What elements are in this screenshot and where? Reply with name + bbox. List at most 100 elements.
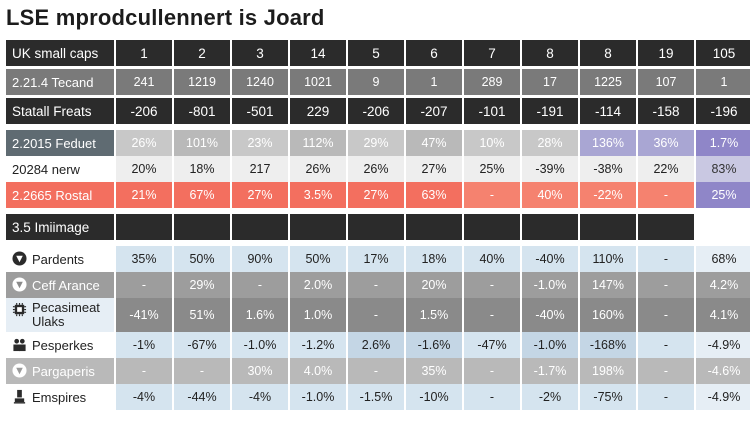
table-row: Statall Freats -206 -801 -501 229 -206 -… <box>6 98 750 124</box>
col-header[interactable]: 5 <box>348 40 404 66</box>
table-cell: 29% <box>174 272 230 298</box>
table-cell: -1.6% <box>406 332 462 358</box>
table-cell: -38% <box>580 156 636 182</box>
table-cell: -1.7% <box>522 358 578 384</box>
table-row: Pesperkes -1% -67% -1.0% -1.2% 2.6% -1.6… <box>6 332 750 358</box>
table-cell: - <box>174 358 230 384</box>
table-cell: - <box>464 358 520 384</box>
col-header[interactable]: 2 <box>174 40 230 66</box>
table-cell: 83% <box>696 156 750 182</box>
table-cell: -4.9% <box>696 332 750 358</box>
row-label: Pardents <box>6 246 114 272</box>
table-cell: 21% <box>116 182 172 208</box>
table-cell: - <box>638 358 694 384</box>
table-cell: 63% <box>406 182 462 208</box>
row-label: 2.21.4 Tecand <box>6 69 114 95</box>
shield-icon <box>12 251 27 266</box>
table-cell: -4.6% <box>696 358 750 384</box>
table-cell: 107 <box>638 69 694 95</box>
table-cell: 289 <box>464 69 520 95</box>
table-cell: - <box>464 298 520 332</box>
row-label-text: Pecasimeat <box>32 300 100 315</box>
table-cell: -22% <box>580 182 636 208</box>
table-cell: 20% <box>116 156 172 182</box>
row-label: Pecasimeat Ulaks <box>6 298 114 332</box>
table-cell: -206 <box>116 98 172 124</box>
table-cell: -47% <box>464 332 520 358</box>
table-cell: -41% <box>116 298 172 332</box>
table-cell: 9 <box>348 69 404 95</box>
table-cell: 28% <box>522 130 578 156</box>
table-row: 20284 nerw 20% 18% 217 26% 26% 27% 25% -… <box>6 156 750 182</box>
table-cell: 22% <box>638 156 694 182</box>
table-cell: -1.0% <box>232 332 288 358</box>
table-cell: 26% <box>348 156 404 182</box>
table-cell: 20% <box>406 272 462 298</box>
row-label: Emspires <box>6 384 114 410</box>
row-label: 2.2665 Rostal <box>6 182 114 208</box>
table-cell: 29% <box>348 130 404 156</box>
table-cell: 36% <box>638 130 694 156</box>
table-cell: 25% <box>464 156 520 182</box>
table-cell: -4% <box>116 384 172 410</box>
col-header[interactable]: 19 <box>638 40 694 66</box>
col-header[interactable]: 105 <box>696 40 750 66</box>
table-cell: -4.9% <box>696 384 750 410</box>
col-header[interactable]: 14 <box>290 40 346 66</box>
table-cell: -206 <box>348 98 404 124</box>
table-cell: -4% <box>232 384 288 410</box>
row-label-text: Pardents <box>32 252 85 267</box>
table-cell: 40% <box>464 246 520 272</box>
table-cell: - <box>232 272 288 298</box>
table-cell: 160% <box>580 298 636 332</box>
table-cell: 26% <box>116 130 172 156</box>
table-cell: 217 <box>232 156 288 182</box>
table-row: 2.2015 Feduet 26% 101% 23% 112% 29% 47% … <box>6 130 750 156</box>
table-cell: 35% <box>406 358 462 384</box>
table-cell: -1.2% <box>290 332 346 358</box>
table-cell: 1240 <box>232 69 288 95</box>
table-cell: 2.6% <box>348 332 404 358</box>
table-cell: -40% <box>522 246 578 272</box>
section-label: 3.5 Imiimage <box>6 214 114 240</box>
table-row: Pargaperis - - 30% 4.0% - 35% - -1.7% 19… <box>6 358 750 384</box>
col-header[interactable]: 8 <box>522 40 578 66</box>
row-label: Pargaperis <box>6 358 114 384</box>
col-header[interactable]: 6 <box>406 40 462 66</box>
table-cell: - <box>464 272 520 298</box>
table-cell: 67% <box>174 182 230 208</box>
table-cell: 2.0% <box>290 272 346 298</box>
table-cell: 1.7% <box>696 130 750 156</box>
col-header[interactable]: 3 <box>232 40 288 66</box>
table-cell: - <box>348 298 404 332</box>
row-label-text: Ceff Arance <box>32 278 100 293</box>
table-cell: - <box>116 358 172 384</box>
table-cell: 1219 <box>174 69 230 95</box>
table-cell: 18% <box>406 246 462 272</box>
table-cell: - <box>116 272 172 298</box>
col-header[interactable]: 1 <box>116 40 172 66</box>
table-row: Pecasimeat Ulaks -41% 51% 1.6% 1.0% - 1.5… <box>6 298 750 332</box>
table-cell: - <box>638 246 694 272</box>
table-cell: 10% <box>464 130 520 156</box>
row-label: Ceff Arance <box>6 272 114 298</box>
table-cell: 90% <box>232 246 288 272</box>
table-cell: 241 <box>116 69 172 95</box>
table-row: Ceff Arance - 29% - 2.0% - 20% - -1.0% 1… <box>6 272 750 298</box>
table-cell: -67% <box>174 332 230 358</box>
table-cell: 1021 <box>290 69 346 95</box>
table-cell: - <box>464 384 520 410</box>
table-cell: 1.5% <box>406 298 462 332</box>
table-row: 2.21.4 Tecand 241 1219 1240 1021 9 1 289… <box>6 69 750 95</box>
table-cell: 1 <box>696 69 750 95</box>
table-cell: -114 <box>580 98 636 124</box>
table-cell: - <box>464 182 520 208</box>
table-cell: -1.0% <box>522 272 578 298</box>
table-cell: 47% <box>406 130 462 156</box>
row-label: Pesperkes <box>6 332 114 358</box>
col-header[interactable]: 7 <box>464 40 520 66</box>
row-label-text-2: Ulaks <box>32 314 65 329</box>
table-row: 2.2665 Rostal 21% 67% 27% 3.5% 27% 63% -… <box>6 182 750 208</box>
col-header[interactable]: 8 <box>580 40 636 66</box>
table-cell: 1.6% <box>232 298 288 332</box>
